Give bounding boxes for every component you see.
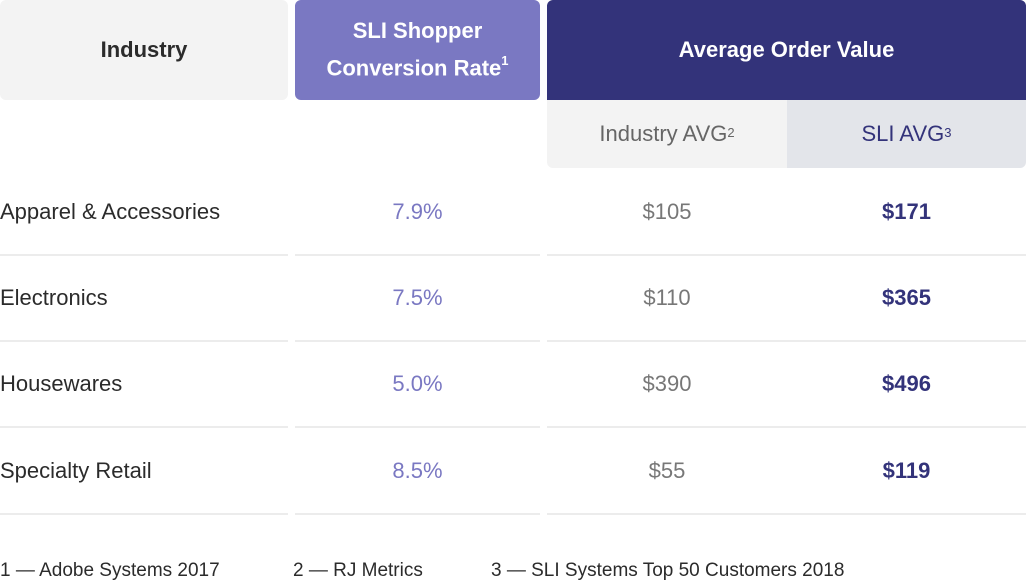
row-1-sli-avg: $171 <box>787 170 1026 256</box>
footnote-ref-2: 2 <box>727 124 735 140</box>
row-2-industry-avg: $110 <box>547 256 787 342</box>
row-2-sli-avg: $365 <box>787 256 1026 342</box>
row-3-conversion: 5.0% <box>295 342 540 428</box>
header-industry: Industry <box>0 0 288 100</box>
row-4-conversion: 8.5% <box>295 429 540 515</box>
footnote-2: 2 — RJ Metrics <box>293 560 423 581</box>
header-average-order-value: Average Order Value <box>547 0 1026 100</box>
row-1-conversion: 7.9% <box>295 170 540 256</box>
subheader-industry-avg-label: Industry AVG <box>599 121 728 146</box>
footnote-ref-1: 1 <box>501 53 509 69</box>
header-conversion-line2-text: Conversion Rate <box>326 55 502 81</box>
footnote-ref-3: 3 <box>944 124 952 140</box>
row-4-industry-avg: $55 <box>547 429 787 515</box>
row-3-sli-avg: $496 <box>787 342 1026 428</box>
header-conversion-line1: SLI Shopper <box>352 18 483 44</box>
header-conversion-rate: SLI Shopper Conversion Rate1 <box>295 0 540 100</box>
header-conversion-line2: Conversion Rate1 <box>326 47 508 84</box>
row-2-conversion: 7.5% <box>295 256 540 342</box>
subheader-sli-avg-label: SLI AVG <box>861 121 945 146</box>
subheader-industry-avg: Industry AVG 2 <box>547 100 787 168</box>
row-1-industry: Apparel & Accessories <box>0 170 288 256</box>
row-3-industry: Housewares <box>0 342 288 428</box>
row-2-industry: Electronics <box>0 256 288 342</box>
footnote-3: 3 — SLI Systems Top 50 Customers 2018 <box>491 560 845 581</box>
row-3-industry-avg: $390 <box>547 342 787 428</box>
subheader-sli-avg: SLI AVG 3 <box>787 100 1026 168</box>
footnote-1: 1 — Adobe Systems 2017 <box>0 560 220 581</box>
row-4-industry: Specialty Retail <box>0 429 288 515</box>
header-aov-label: Average Order Value <box>678 37 895 62</box>
header-industry-label: Industry <box>100 37 188 62</box>
row-1-industry-avg: $105 <box>547 170 787 256</box>
row-4-sli-avg: $119 <box>787 429 1026 515</box>
